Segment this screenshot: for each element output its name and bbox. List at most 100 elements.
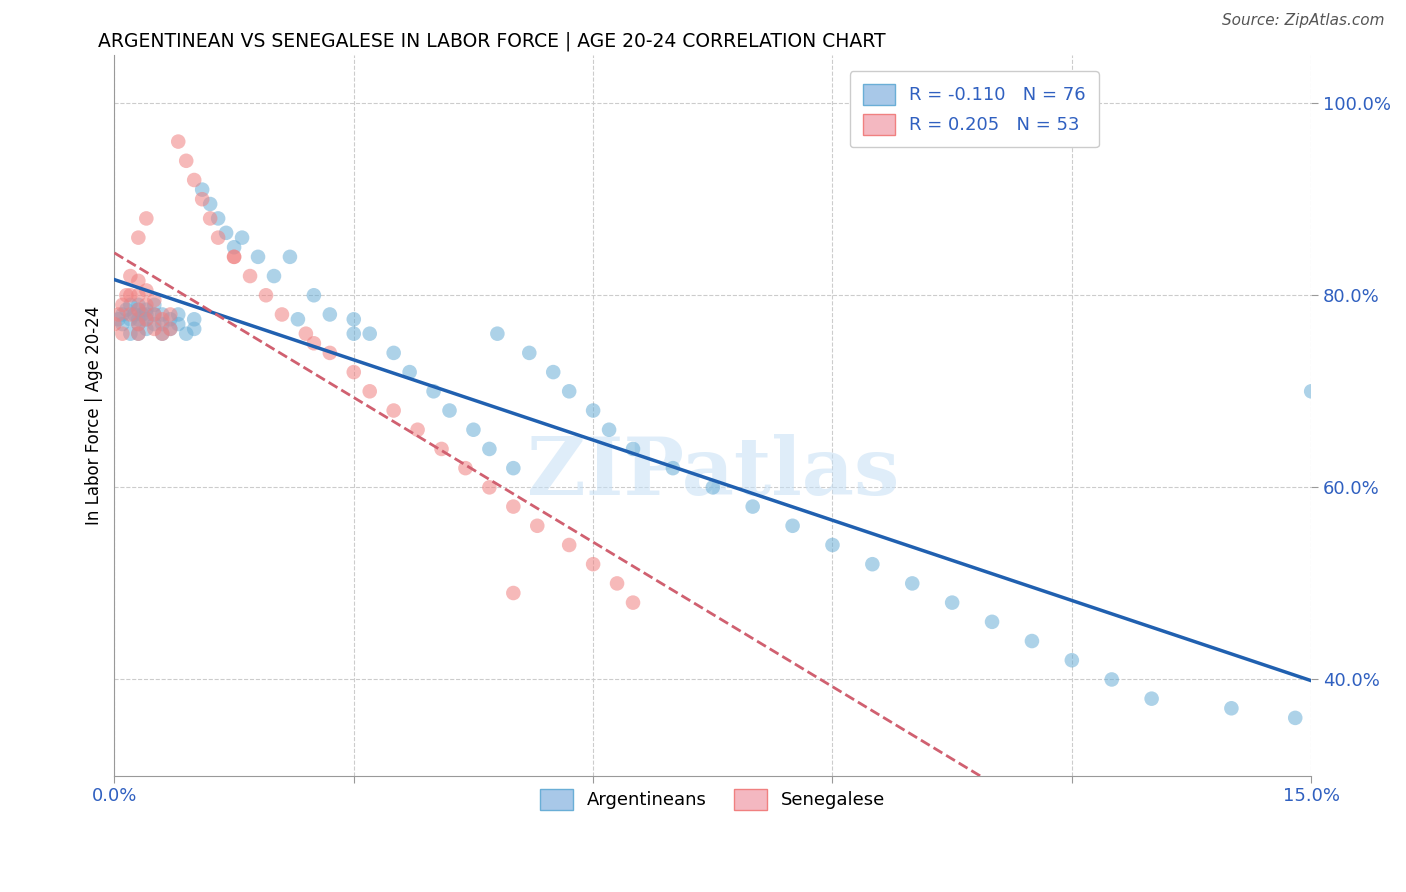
Point — [127, 317, 149, 331]
Point — [606, 576, 628, 591]
Point — [150, 326, 173, 341]
Point — [422, 384, 444, 399]
Point — [1140, 691, 1163, 706]
Point — [115, 288, 138, 302]
Point — [254, 288, 277, 302]
Point — [621, 596, 644, 610]
Point — [263, 268, 285, 283]
Point — [135, 298, 157, 312]
Point — [120, 298, 142, 312]
Point — [120, 326, 142, 341]
Point — [343, 312, 366, 326]
Point — [302, 288, 325, 302]
Point — [143, 308, 166, 322]
Point — [981, 615, 1004, 629]
Point — [183, 322, 205, 336]
Point — [115, 302, 138, 317]
Text: Source: ZipAtlas.com: Source: ZipAtlas.com — [1222, 13, 1385, 29]
Point — [941, 596, 963, 610]
Point — [222, 240, 245, 254]
Point — [124, 308, 146, 322]
Point — [127, 312, 149, 326]
Point — [215, 226, 238, 240]
Point — [135, 312, 157, 326]
Point — [741, 500, 763, 514]
Point — [143, 317, 166, 331]
Point — [359, 326, 381, 341]
Point — [598, 423, 620, 437]
Point — [582, 558, 605, 572]
Point — [120, 288, 142, 302]
Point — [131, 308, 153, 322]
Point — [541, 365, 564, 379]
Point — [107, 308, 129, 322]
Point — [120, 312, 142, 326]
Point — [159, 312, 181, 326]
Point — [901, 576, 924, 591]
Point — [502, 500, 524, 514]
Point — [662, 461, 685, 475]
Point — [159, 308, 181, 322]
Point — [222, 250, 245, 264]
Point — [1060, 653, 1083, 667]
Point — [319, 308, 342, 322]
Text: ZIPatlas: ZIPatlas — [527, 434, 898, 512]
Point — [439, 403, 461, 417]
Point — [135, 322, 157, 336]
Point — [398, 365, 420, 379]
Point — [103, 317, 125, 331]
Text: ARGENTINEAN VS SENEGALESE IN LABOR FORCE | AGE 20-24 CORRELATION CHART: ARGENTINEAN VS SENEGALESE IN LABOR FORCE… — [98, 31, 886, 51]
Point — [159, 322, 181, 336]
Point — [302, 336, 325, 351]
Point — [150, 317, 173, 331]
Point — [463, 423, 485, 437]
Point — [135, 308, 157, 322]
Point — [150, 308, 173, 322]
Point — [343, 365, 366, 379]
Point — [127, 317, 149, 331]
Point — [1101, 673, 1123, 687]
Point — [167, 135, 190, 149]
Point — [183, 312, 205, 326]
Point — [143, 322, 166, 336]
Point — [135, 312, 157, 326]
Point — [558, 384, 581, 399]
Point — [702, 480, 724, 494]
Point — [143, 293, 166, 307]
Point — [127, 230, 149, 244]
Point — [382, 346, 405, 360]
Point — [621, 442, 644, 456]
Point — [120, 308, 142, 322]
Point — [247, 250, 270, 264]
Point — [558, 538, 581, 552]
Point — [1220, 701, 1243, 715]
Point — [502, 461, 524, 475]
Point — [454, 461, 477, 475]
Point — [526, 518, 548, 533]
Point — [406, 423, 429, 437]
Point — [198, 211, 221, 226]
Point — [111, 317, 134, 331]
Point — [107, 312, 129, 326]
Point — [127, 298, 149, 312]
Point — [478, 480, 501, 494]
Point — [191, 183, 214, 197]
Point — [222, 250, 245, 264]
Point — [135, 284, 157, 298]
Point — [111, 308, 134, 322]
Point — [183, 173, 205, 187]
Point — [127, 288, 149, 302]
Point — [1301, 384, 1323, 399]
Point — [382, 403, 405, 417]
Point — [239, 268, 262, 283]
Point — [278, 250, 301, 264]
Point — [198, 197, 221, 211]
Point — [143, 298, 166, 312]
Point — [502, 586, 524, 600]
Point — [1284, 711, 1306, 725]
Point — [159, 322, 181, 336]
Point — [150, 326, 173, 341]
Point — [150, 312, 173, 326]
Point — [127, 326, 149, 341]
Point — [517, 346, 540, 360]
